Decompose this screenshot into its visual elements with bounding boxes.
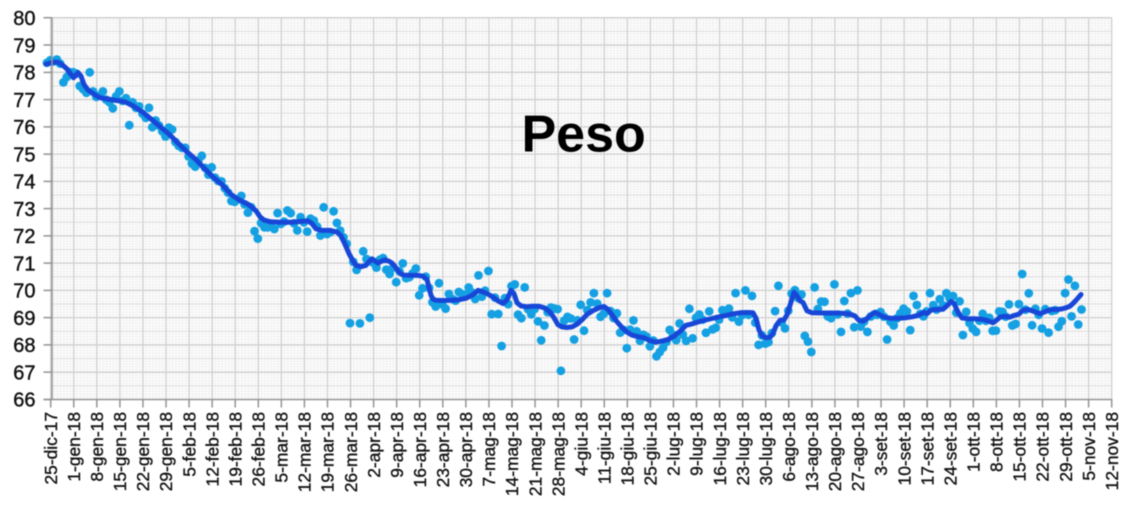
svg-text:78: 78	[13, 63, 35, 85]
svg-text:10-set-18: 10-set-18	[894, 412, 914, 485]
svg-text:8-ott-18: 8-ott-18	[987, 412, 1007, 472]
svg-text:9-lug-18: 9-lug-18	[687, 412, 707, 476]
svg-text:11-giu-18: 11-giu-18	[594, 412, 614, 484]
svg-text:9-apr-18: 9-apr-18	[387, 412, 407, 478]
svg-text:26-feb-18: 26-feb-18	[248, 412, 268, 486]
svg-text:25-dic-17: 25-dic-17	[41, 412, 61, 485]
svg-text:13-ago-18: 13-ago-18	[802, 412, 822, 491]
svg-text:3-set-18: 3-set-18	[871, 412, 891, 476]
svg-text:67: 67	[13, 362, 35, 384]
svg-text:28-mag-18: 28-mag-18	[548, 412, 568, 496]
svg-text:12-mar-18: 12-mar-18	[295, 412, 315, 492]
svg-text:15-gen-18: 15-gen-18	[110, 412, 130, 491]
svg-text:74: 74	[13, 172, 35, 194]
svg-text:69: 69	[13, 308, 35, 330]
svg-text:8-gen-18: 8-gen-18	[87, 412, 107, 482]
svg-text:76: 76	[13, 117, 35, 139]
svg-text:27-ago-18: 27-ago-18	[848, 412, 868, 491]
svg-text:5-feb-18: 5-feb-18	[179, 412, 199, 477]
svg-text:6-ago-18: 6-ago-18	[779, 412, 799, 482]
svg-text:29-gen-18: 29-gen-18	[156, 412, 176, 491]
svg-text:4-giu-18: 4-giu-18	[571, 412, 591, 476]
svg-text:15-ott-18: 15-ott-18	[1010, 412, 1030, 482]
svg-text:23-lug-18: 23-lug-18	[733, 412, 753, 485]
svg-text:30-apr-18: 30-apr-18	[456, 412, 476, 487]
svg-text:73: 73	[13, 199, 35, 221]
svg-text:18-giu-18: 18-giu-18	[618, 412, 638, 485]
svg-text:72: 72	[13, 226, 35, 248]
svg-text:1-gen-18: 1-gen-18	[64, 412, 84, 482]
svg-text:19-mar-18: 19-mar-18	[318, 412, 338, 492]
svg-text:30-lug-18: 30-lug-18	[756, 412, 776, 485]
svg-text:66: 66	[13, 390, 35, 412]
svg-text:20-ago-18: 20-ago-18	[825, 412, 845, 491]
svg-text:12-nov-18: 12-nov-18	[1102, 412, 1122, 490]
svg-text:24-set-18: 24-set-18	[940, 412, 960, 485]
svg-text:1-ott-18: 1-ott-18	[964, 412, 984, 472]
svg-text:Peso: Peso	[522, 106, 646, 164]
svg-text:14-mag-18: 14-mag-18	[502, 412, 522, 496]
svg-text:19-feb-18: 19-feb-18	[225, 412, 245, 486]
svg-text:79: 79	[13, 35, 35, 57]
svg-text:5-nov-18: 5-nov-18	[1079, 412, 1099, 481]
svg-text:22-ott-18: 22-ott-18	[1033, 412, 1053, 482]
svg-text:71: 71	[13, 253, 35, 275]
svg-text:26-mar-18: 26-mar-18	[341, 412, 361, 492]
svg-text:5-mar-18: 5-mar-18	[272, 412, 292, 483]
svg-text:2-lug-18: 2-lug-18	[664, 412, 684, 476]
svg-text:17-set-18: 17-set-18	[917, 412, 937, 485]
svg-text:12-feb-18: 12-feb-18	[202, 412, 222, 486]
svg-text:80: 80	[13, 8, 35, 30]
svg-text:2-apr-18: 2-apr-18	[364, 412, 384, 478]
svg-text:21-mag-18: 21-mag-18	[525, 412, 545, 496]
svg-text:68: 68	[13, 335, 35, 357]
svg-text:16-apr-18: 16-apr-18	[410, 412, 430, 487]
svg-text:22-gen-18: 22-gen-18	[133, 412, 153, 491]
svg-text:7-mag-18: 7-mag-18	[479, 412, 499, 486]
svg-text:70: 70	[13, 281, 35, 303]
svg-text:77: 77	[13, 90, 35, 112]
svg-text:16-lug-18: 16-lug-18	[710, 412, 730, 485]
svg-text:23-apr-18: 23-apr-18	[433, 412, 453, 487]
svg-text:25-giu-18: 25-giu-18	[641, 412, 661, 485]
svg-text:75: 75	[13, 144, 35, 166]
svg-text:29-ott-18: 29-ott-18	[1056, 412, 1076, 482]
